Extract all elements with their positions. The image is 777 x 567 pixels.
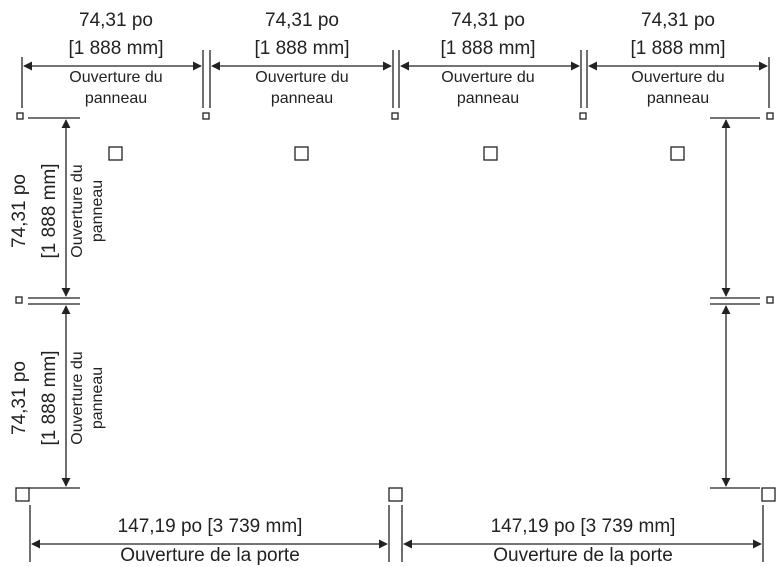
panel-caption-line1: Ouverture du [631, 69, 724, 86]
small-post [16, 112, 24, 120]
panel-imperial-label: 74,31 po [641, 10, 715, 31]
panel-metric-label: [1 888 mm] [39, 350, 60, 445]
small-post [202, 112, 210, 120]
post [108, 146, 123, 161]
panel-metric-label: [1 888 mm] [68, 38, 163, 59]
panel-metric-label: [1 888 mm] [440, 38, 535, 59]
door-caption-label: Ouverture de la porte [120, 545, 300, 566]
panel-caption-line2: panneau [89, 180, 106, 242]
small-post [15, 296, 23, 304]
door-dimension-label: 147,19 po [3 739 mm] [491, 516, 676, 537]
bottom-posts [15, 487, 776, 502]
top-small-posts [16, 112, 774, 120]
panel-caption-line2: panneau [89, 367, 106, 429]
center-post [388, 487, 403, 502]
small-post [391, 112, 399, 120]
corner-post [761, 487, 776, 502]
top-panel-dimension-4: 74,31 po [1 888 mm] Ouverture du panneau [630, 10, 725, 107]
panel-caption-line2: panneau [647, 90, 709, 107]
top-extension-lines [21, 50, 770, 108]
panel-metric-label: [1 888 mm] [254, 38, 349, 59]
door-dimension-1: 147,19 po [3 739 mm] Ouverture de la por… [118, 516, 303, 566]
panel-caption-line1: Ouverture du [69, 69, 162, 86]
side-panel-dimension-1: 74,31 po [1 888 mm] Ouverture du panneau [9, 163, 106, 258]
post [294, 146, 309, 161]
top-panel-dimension-2: 74,31 po [1 888 mm] Ouverture du panneau [254, 10, 349, 107]
right-side-extension-lines [710, 117, 760, 489]
door-dimension-2: 147,19 po [3 739 mm] Ouverture de la por… [491, 516, 676, 566]
panel-caption-line1: Ouverture du [69, 164, 86, 257]
bottom-extension-lines [29, 505, 764, 562]
panel-caption-line1: Ouverture du [255, 69, 348, 86]
small-post [766, 112, 774, 120]
panel-caption-line2: panneau [85, 90, 147, 107]
side-panel-dimension-2: 74,31 po [1 888 mm] Ouverture du panneau [9, 350, 106, 445]
panel-imperial-label: 74,31 po [451, 10, 525, 31]
panel-metric-label: [1 888 mm] [630, 38, 725, 59]
panel-imperial-label: 74,31 po [265, 10, 339, 31]
panel-caption-line2: panneau [271, 90, 333, 107]
corner-post [15, 487, 30, 502]
post [483, 146, 498, 161]
panel-metric-label: [1 888 mm] [39, 163, 60, 258]
right-small-posts [766, 296, 774, 304]
panel-caption-line1: Ouverture du [441, 69, 534, 86]
interior-posts [108, 146, 685, 161]
post [670, 146, 685, 161]
small-post [579, 112, 587, 120]
small-post [766, 296, 774, 304]
panel-caption-line1: Ouverture du [69, 351, 86, 444]
top-panel-dimension-3: 74,31 po [1 888 mm] Ouverture du panneau [440, 10, 535, 107]
top-panel-dimension-1: 74,31 po [1 888 mm] Ouverture du panneau [68, 10, 163, 107]
door-dimension-label: 147,19 po [3 739 mm] [118, 516, 303, 537]
panel-caption-line2: panneau [457, 90, 519, 107]
left-side-extension-lines [28, 117, 80, 489]
left-small-posts [15, 296, 23, 304]
panel-imperial-label: 74,31 po [9, 174, 30, 248]
door-caption-label: Ouverture de la porte [493, 545, 673, 566]
panel-imperial-label: 74,31 po [79, 10, 153, 31]
panel-imperial-label: 74,31 po [9, 361, 30, 435]
